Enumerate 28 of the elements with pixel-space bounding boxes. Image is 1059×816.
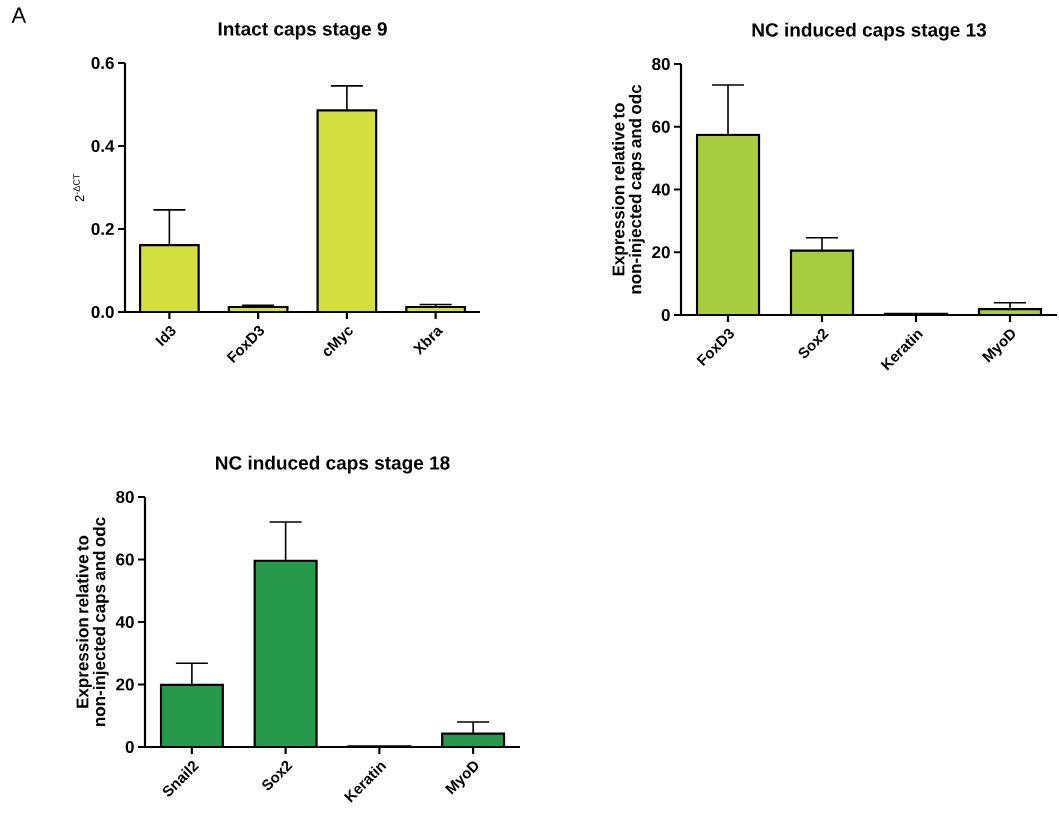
bar [160, 684, 223, 748]
y-tick-label: 0.2 [91, 222, 114, 236]
bar [140, 245, 199, 313]
chart-title: NC induced caps stage 18 [216, 455, 450, 474]
x-tick-label: Id3 [155, 326, 176, 347]
bar [317, 110, 377, 313]
bar [254, 560, 317, 748]
y-axis-title: 2$^{-ΔCT}$ [73, 173, 84, 202]
y-tick-label: 60 [116, 553, 134, 566]
y-tick-label: 80 [116, 490, 134, 504]
chart-title: NC induced caps stage 13 [752, 22, 987, 41]
y-tick-label: 0 [125, 740, 134, 754]
y-tick-label: 20 [652, 246, 670, 259]
y-tick-label: 20 [116, 678, 134, 691]
y-tick-label: 0.0 [91, 305, 114, 319]
chart-title: Intact caps stage 9 [218, 22, 387, 40]
y-tick-label: 40 [651, 183, 670, 196]
y-axis-title: Expression relative to non-injected caps and odc [612, 84, 645, 294]
y-tick-label: 0.4 [91, 139, 115, 153]
y-tick-label: 0 [661, 308, 670, 322]
text: A [11, 7, 27, 23]
bar [696, 134, 760, 316]
y-axis-title: Expression relative to non-injected caps and odc [76, 517, 109, 727]
y-tick-label: 60 [652, 120, 670, 133]
y-tick-label: 0.6 [91, 56, 114, 70]
y-tick-label: 80 [652, 57, 670, 71]
y-tick-label: 40 [115, 615, 134, 629]
bar [790, 250, 854, 316]
